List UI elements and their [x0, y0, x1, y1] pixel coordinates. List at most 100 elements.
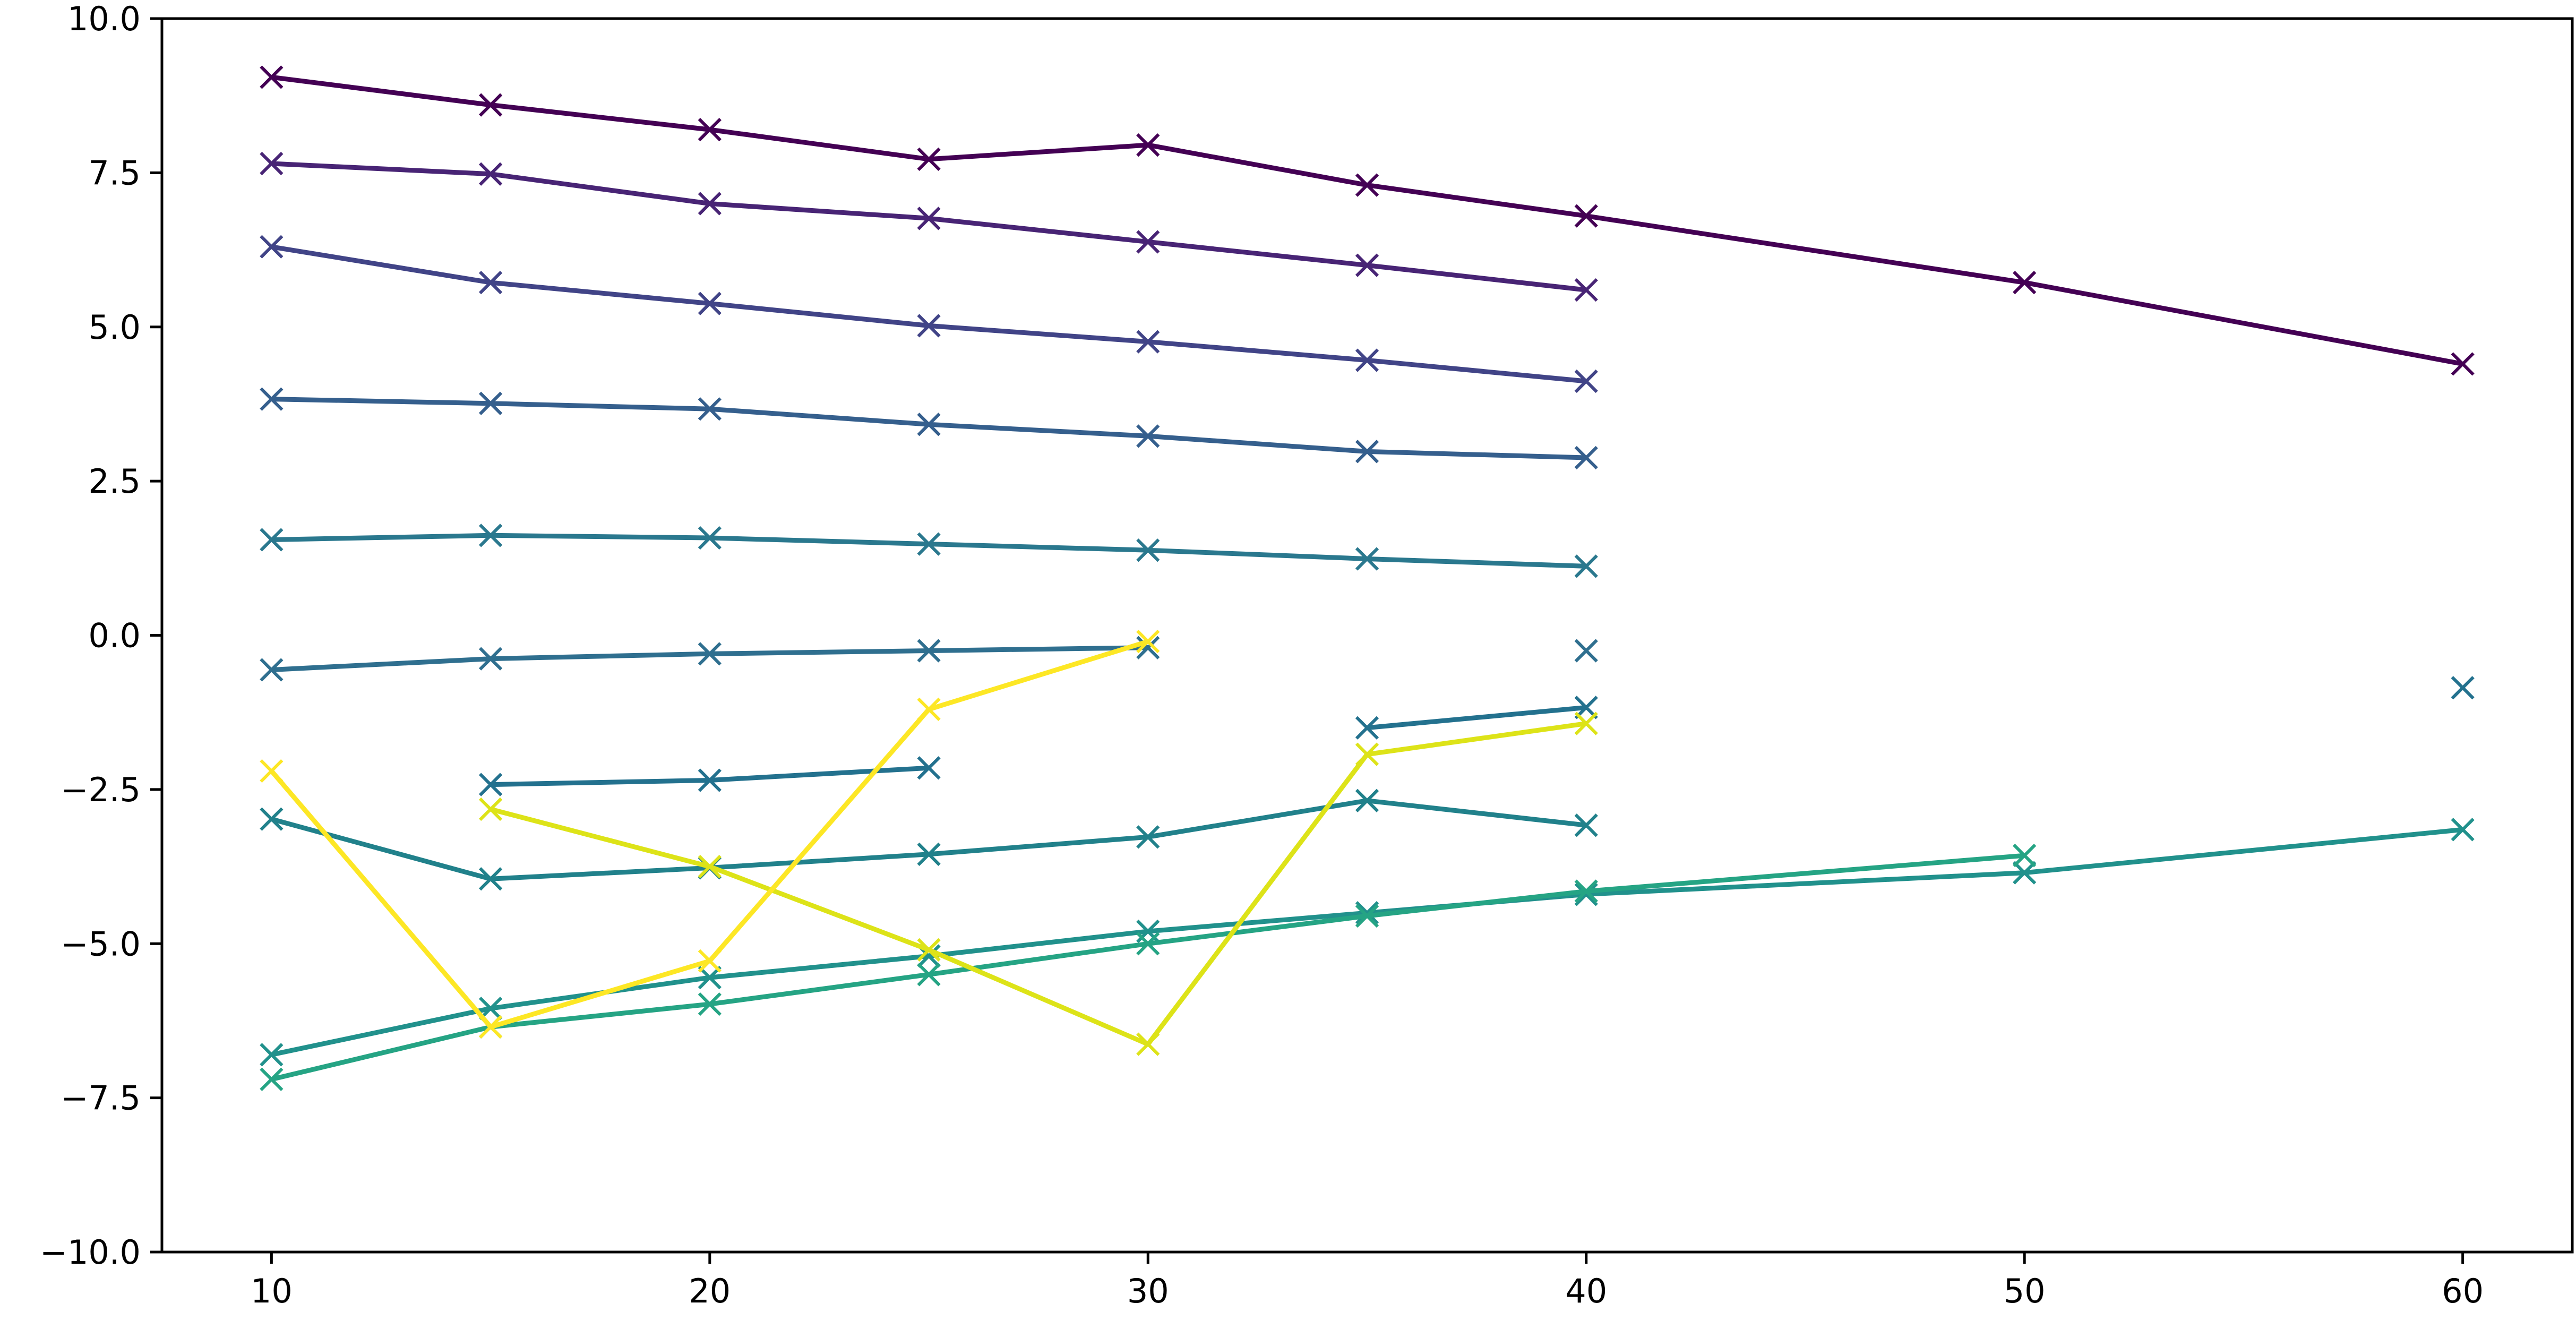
series-4-point-2: [698, 526, 722, 550]
series-8-point-6: [1574, 882, 1598, 906]
y-tick-label: −7.5: [61, 1079, 141, 1118]
series-1-point-1: [478, 162, 503, 186]
series-11-point-0: [260, 759, 284, 783]
y-tick-label: 5.0: [88, 308, 141, 347]
series-5-point-1: [478, 647, 503, 671]
series-10: [478, 712, 1598, 1056]
series-9-point-6: [1574, 879, 1598, 903]
series-0-point-4: [1136, 133, 1160, 157]
series-3-point-1: [478, 391, 503, 415]
series-1-point-5: [1355, 253, 1379, 277]
series-4-point-3: [917, 532, 941, 556]
series-3-point-0: [260, 387, 284, 411]
series-3-line-0: [271, 397, 1586, 460]
series-9-point-7: [2013, 844, 2037, 868]
series-9-point-5: [1355, 904, 1379, 928]
series-10-line-0: [490, 721, 1587, 1047]
series-7-point-5: [1355, 788, 1379, 812]
x-tick-label: 40: [1565, 1272, 1607, 1310]
y-tick-label: 10.0: [67, 0, 141, 38]
series-7-point-0: [260, 807, 284, 831]
series-2: [260, 235, 1598, 393]
series-7-point-4: [1136, 825, 1160, 849]
series-6-point-5: [2451, 676, 2475, 700]
series-7-point-3: [917, 842, 941, 866]
series-0-point-6: [1574, 204, 1598, 228]
series-5-point-4: [1136, 636, 1160, 659]
series-2-point-1: [478, 271, 503, 295]
series-11-point-3: [917, 697, 941, 722]
series-6: [478, 676, 2475, 796]
series-3: [260, 387, 1598, 470]
series-7-point-1: [478, 867, 503, 891]
series-0-point-7: [2013, 271, 2037, 295]
series-7: [260, 788, 1598, 891]
series-10-point-0: [478, 797, 503, 821]
y-tick-label: −2.5: [61, 770, 141, 809]
series-8-line-0: [271, 827, 2463, 1057]
series-2-point-3: [917, 314, 941, 338]
series-0-point-3: [917, 147, 941, 171]
series-5-point-5: [1574, 639, 1598, 663]
series-5: [260, 636, 1598, 682]
y-tick-label: 7.5: [88, 153, 141, 192]
series-1-point-4: [1136, 230, 1160, 254]
series-7-point-6: [1574, 813, 1598, 837]
series-3-point-4: [1136, 424, 1160, 448]
series-5-point-2: [698, 642, 722, 666]
series-3-point-3: [917, 413, 941, 436]
series-0-point-0: [260, 65, 284, 89]
series-9: [260, 844, 2037, 1091]
series-2-point-6: [1574, 369, 1598, 393]
y-axis: −10.0 −7.5 −5.0 −2.5 0.0 2.5 5.0 7.5 10.0: [40, 0, 162, 1272]
series-1-point-6: [1574, 278, 1598, 302]
series-2-point-5: [1355, 348, 1379, 372]
series-4-point-5: [1355, 547, 1379, 571]
series-0-point-5: [1355, 173, 1379, 197]
x-tick-label: 30: [1127, 1272, 1169, 1310]
x-tick-label: 60: [2442, 1272, 2484, 1310]
series-3-point-6: [1574, 445, 1598, 470]
series-5-line-0: [271, 645, 1148, 672]
series-6-line-1: [1367, 705, 1587, 731]
series-0-line-0: [271, 74, 2463, 366]
series-10-point-4: [1355, 742, 1379, 766]
series-9-point-0: [260, 1067, 284, 1091]
series-1: [260, 151, 1598, 302]
series-9-point-2: [698, 992, 722, 1016]
series-6-point-1: [698, 768, 722, 792]
x-axis: 10 20 30 40 50 60: [251, 1252, 2484, 1310]
x-tick-label: 20: [689, 1272, 731, 1310]
series-0: [260, 65, 2475, 376]
series-9-point-4: [1136, 932, 1160, 956]
series-2-point-2: [698, 292, 722, 315]
series-4-point-4: [1136, 538, 1160, 562]
plot-area: [260, 65, 2475, 1091]
series-4-point-1: [478, 524, 503, 547]
series-8-point-0: [260, 1043, 284, 1067]
series-11: [260, 629, 1160, 1039]
series-8-point-2: [698, 966, 722, 990]
x-tick-label: 10: [251, 1272, 293, 1310]
series-0-point-1: [478, 93, 503, 117]
series-0-point-8: [2451, 352, 2475, 376]
series-8-point-8: [2451, 818, 2475, 842]
series-11-line-0: [269, 639, 1149, 1030]
series-5-point-3: [917, 639, 941, 663]
series-6-point-2: [917, 756, 941, 780]
series-3-point-5: [1355, 440, 1379, 464]
series-10-point-3: [1136, 1032, 1160, 1056]
series-4: [260, 524, 1598, 578]
series-3-point-2: [698, 397, 722, 421]
x-tick-label: 50: [2004, 1272, 2046, 1310]
series-4-line-0: [271, 533, 1586, 569]
series-1-line-0: [271, 161, 1587, 293]
series-9-line-0: [271, 853, 2025, 1082]
series-8-point-7: [2013, 861, 2037, 885]
series-4-point-6: [1574, 554, 1598, 578]
series-10-point-5: [1574, 712, 1598, 735]
series-5-point-0: [260, 658, 284, 682]
y-tick-label: −5.0: [61, 924, 141, 963]
series-1-point-3: [917, 207, 941, 230]
